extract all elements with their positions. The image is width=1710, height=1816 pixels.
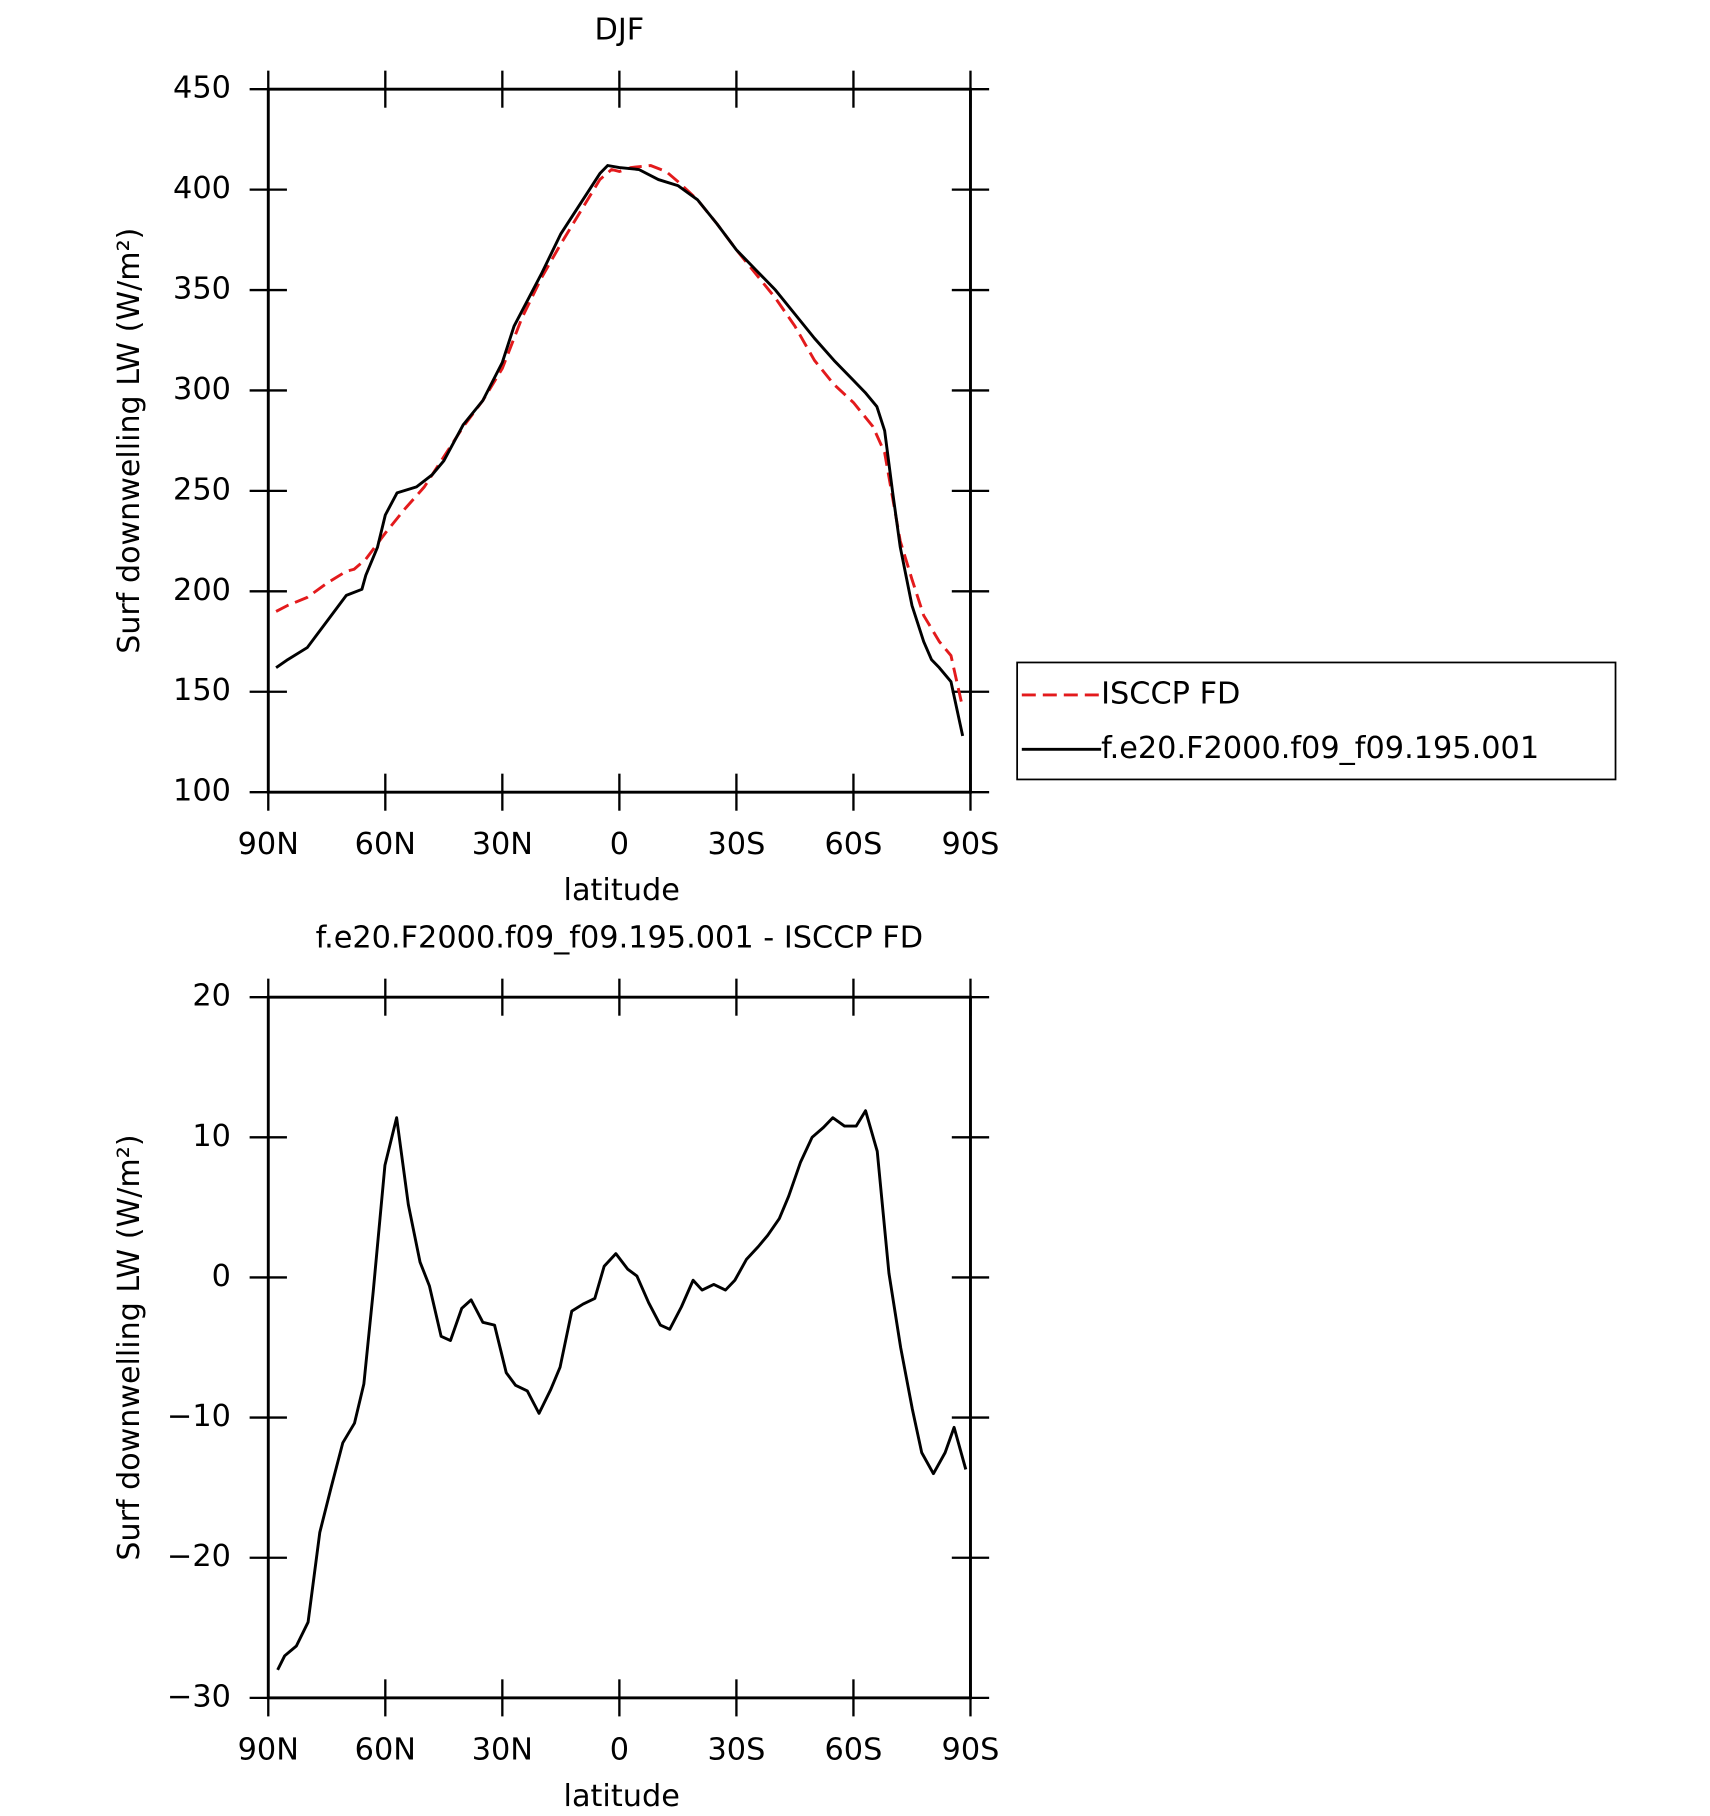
chart-title: DJF <box>595 13 645 48</box>
x-tick-label: 0 <box>610 1733 629 1768</box>
data-line <box>275 164 965 737</box>
x-axis-label: latitude <box>564 873 680 908</box>
y-tick-label: 200 <box>173 573 231 608</box>
x-tick-label: 90N <box>238 1733 299 1768</box>
y-tick-label: 150 <box>173 673 231 708</box>
plot-frame <box>266 87 972 794</box>
legend-label: ISCCP FD <box>1101 676 1240 711</box>
x-tick-label: 60S <box>825 1733 883 1768</box>
x-tick-label: 30N <box>472 827 533 862</box>
y-tick-label: 250 <box>173 472 231 507</box>
x-tick-label: 60N <box>355 827 416 862</box>
x-tick-label: 90S <box>942 827 1000 862</box>
y-axis-label: Surf downwelling LW (W/m²) <box>112 1134 147 1560</box>
y-tick-label: 100 <box>173 774 231 809</box>
chart-title: f.e20.F2000.f09_f09.195.001 - ISCCP FD <box>316 921 923 956</box>
y-tick-label: 20 <box>192 979 231 1014</box>
data-line <box>276 1109 968 1671</box>
x-tick-label: 90N <box>238 827 299 862</box>
y-tick-label: 450 <box>173 71 231 106</box>
x-tick-label: 30S <box>707 827 765 862</box>
x-axis-label: latitude <box>564 1779 680 1814</box>
x-tick-label: 0 <box>610 827 629 862</box>
x-tick-label: 60N <box>355 1733 416 1768</box>
plot-frame <box>266 995 972 1700</box>
y-tick-label: −30 <box>167 1679 231 1714</box>
y-tick-label: −20 <box>167 1539 231 1574</box>
x-tick-label: 90S <box>942 1733 1000 1768</box>
legend-box <box>1016 661 1617 781</box>
y-tick-label: 300 <box>173 372 231 407</box>
data-line <box>275 164 965 709</box>
y-tick-label: −10 <box>167 1399 231 1434</box>
y-axis-label: Surf downwelling LW (W/m²) <box>112 228 147 654</box>
y-tick-label: 400 <box>173 171 231 206</box>
x-tick-label: 30S <box>707 1733 765 1768</box>
x-tick-label: 60S <box>825 827 883 862</box>
y-tick-label: 350 <box>173 272 231 307</box>
y-tick-label: 10 <box>192 1119 231 1154</box>
y-tick-label: 0 <box>212 1259 231 1294</box>
x-tick-label: 30N <box>472 1733 533 1768</box>
legend-label: f.e20.F2000.f09_f09.195.001 <box>1101 731 1539 766</box>
